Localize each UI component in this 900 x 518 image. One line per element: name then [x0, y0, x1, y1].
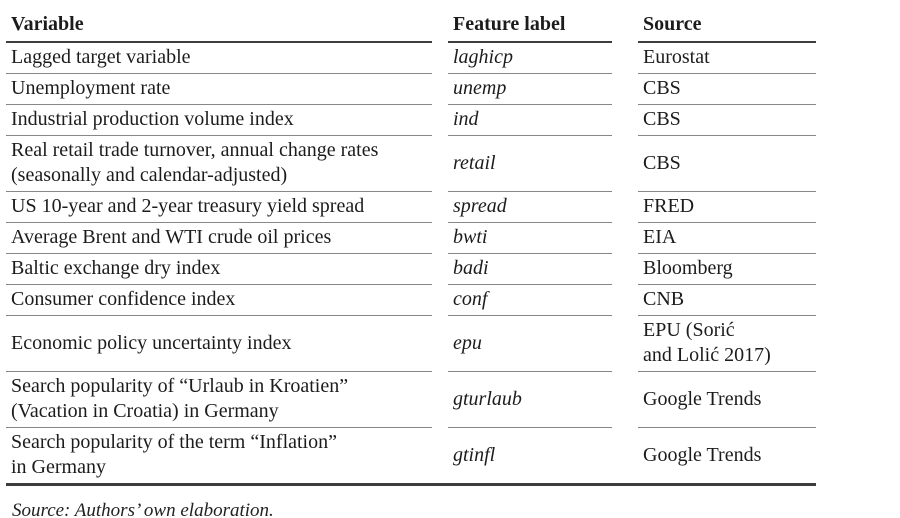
column-gap: [432, 372, 448, 428]
variable-cell: Economic policy uncertainty index: [6, 316, 432, 372]
source-cell: Eurostat: [638, 43, 816, 74]
column-gap: [432, 136, 448, 192]
variable-cell: Consumer confidence index: [6, 285, 432, 316]
source-cell: EPU (Sorić and Lolić 2017): [638, 316, 816, 372]
variable-cell: Search popularity of “Urlaub in Kroatien…: [6, 372, 432, 428]
variable-cell: Real retail trade turnover, annual chang…: [6, 136, 432, 192]
column-gap: [432, 43, 448, 74]
feature-label-cell: gtinfl: [453, 443, 496, 466]
table-body: Lagged target variable laghicp Eurostat …: [6, 43, 816, 483]
column-gap: [432, 316, 448, 372]
variable-cell: Average Brent and WTI crude oil prices: [6, 223, 432, 254]
table-row: Baltic exchange dry index badi Bloomberg: [6, 254, 816, 285]
column-gap: [612, 223, 638, 254]
feature-label-cell: bwti: [448, 223, 612, 254]
source-cell: Google Trends: [638, 372, 816, 428]
column-gap: [612, 6, 638, 43]
table-row: Economic policy uncertainty index epu EP…: [6, 316, 816, 372]
column-gap: [612, 372, 638, 428]
feature-label-cell: conf: [448, 285, 612, 316]
column-gap: [612, 74, 638, 105]
column-gap: [612, 428, 638, 483]
column-gap: [432, 192, 448, 223]
column-gap: [612, 136, 638, 192]
source-cell: EIA: [638, 223, 816, 254]
source-cell: CBS: [638, 136, 816, 192]
table-row: Real retail trade turnover, annual chang…: [6, 136, 816, 192]
column-gap: [432, 105, 448, 136]
table-row: Search popularity of the term “Inflation…: [6, 428, 816, 483]
source-cell: Bloomberg: [638, 254, 816, 285]
column-gap: [612, 105, 638, 136]
table-row: Unemployment rate unemp CBS: [6, 74, 816, 105]
source-cell: Google Trends: [643, 443, 762, 466]
feature-label-cell: laghicp: [448, 43, 612, 74]
variable-cell: US 10-year and 2-year treasury yield spr…: [6, 192, 432, 223]
column-gap: [612, 285, 638, 316]
source-cell: CBS: [638, 74, 816, 105]
table-header: Variable Feature label Source: [6, 6, 816, 43]
source-note: Source: Authors’ own elaboration.: [12, 500, 274, 518]
column-gap: [432, 6, 448, 43]
source-cell: CBS: [638, 105, 816, 136]
variables-table: Variable Feature label Source Lagged tar…: [6, 6, 816, 486]
column-gap: [432, 254, 448, 285]
feature-label-cell: unemp: [448, 74, 612, 105]
header-row: Variable Feature label Source: [6, 6, 816, 43]
column-header-variable: Variable: [6, 6, 432, 43]
column-gap: [432, 285, 448, 316]
column-gap: [432, 223, 448, 254]
column-header-feature-label: Feature label: [448, 6, 612, 43]
source-cell: CNB: [638, 285, 816, 316]
table-row: Consumer confidence index conf CNB: [6, 285, 816, 316]
column-gap: [612, 192, 638, 223]
variable-cell: Search popularity of the term “Inflation…: [11, 431, 337, 478]
column-gap: [432, 428, 448, 483]
feature-label-cell: gturlaub: [448, 372, 612, 428]
feature-label-cell: ind: [448, 105, 612, 136]
column-gap: [432, 74, 448, 105]
column-gap: [612, 43, 638, 74]
variable-cell: Lagged target variable: [6, 43, 432, 74]
table-row: Search popularity of “Urlaub in Kroatien…: [6, 372, 816, 428]
table-row: Average Brent and WTI crude oil prices b…: [6, 223, 816, 254]
variable-cell: Baltic exchange dry index: [6, 254, 432, 285]
feature-label-cell: badi: [448, 254, 612, 285]
table-row: US 10-year and 2-year treasury yield spr…: [6, 192, 816, 223]
variable-cell: Industrial production volume index: [6, 105, 432, 136]
feature-label-cell: epu: [448, 316, 612, 372]
table-row: Industrial production volume index ind C…: [6, 105, 816, 136]
column-gap: [612, 316, 638, 372]
column-gap: [612, 254, 638, 285]
table-row: Lagged target variable laghicp Eurostat: [6, 43, 816, 74]
feature-label-cell: retail: [448, 136, 612, 192]
feature-label-cell: spread: [448, 192, 612, 223]
column-header-source: Source: [638, 6, 816, 43]
source-cell: FRED: [638, 192, 816, 223]
variable-cell: Unemployment rate: [6, 74, 432, 105]
